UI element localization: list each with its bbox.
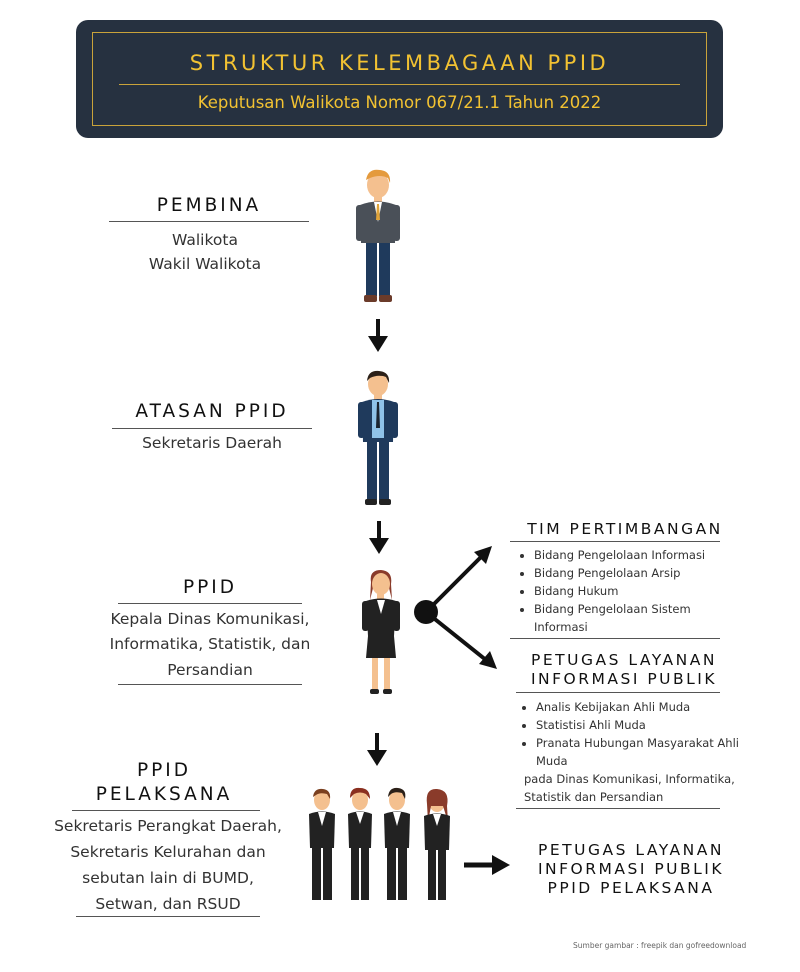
banner-frame: STRUKTUR KELEMBAGAAN PPID Keputusan Wali… [92,32,707,126]
petugas-pelaksana-heading-3: PPID PELAKSANA [547,879,715,897]
businesswoman-icon [362,570,400,694]
tim-bottom-divider [510,638,720,639]
pelaksana-divider [72,810,260,811]
petugas-pelaksana-heading-1: PETUGAS LAYANAN [538,841,724,859]
ppid-heading: PPID [182,577,237,598]
branch-node-icon [414,546,497,669]
petugas-pelaksana-heading-2: INFORMASI PUBLIK [537,860,725,878]
pelaksana-bottom-divider [76,916,260,917]
petugas-divider [516,692,720,693]
arrow-down-icon [369,521,389,554]
pelaksana-line-2: Sekretaris Kelurahan dan [70,843,266,861]
pelaksana-line-4: Setwan, dan RSUD [95,895,241,913]
header-banner: STRUKTUR KELEMBAGAAN PPID Keputusan Wali… [76,20,723,138]
petugas-heading-2: INFORMASI PUBLIK [530,670,718,688]
petugas-item: Statistisi Ahli Muda [536,716,746,734]
atasan-heading: ATASAN PPID [135,401,289,422]
pelaksana-line-1: Sekretaris Perangkat Daerah, [54,817,282,835]
petugas-item: Pranata Hubungan Masyarakat Ahli Muda [536,734,746,770]
ppid-bottom-divider [118,684,302,685]
ppid-line-2: Informatika, Statistik, dan [109,635,311,653]
petugas-bottom-divider [516,808,720,809]
arrow-down-icon [367,733,387,766]
man-in-suit-icon [356,169,400,302]
petugas-heading-1: PETUGAS LAYANAN [531,651,717,669]
pelaksana-heading-2: PELAKSANA [95,784,233,805]
source-credit: Sumber gambar : freepik dan gofreedownlo… [573,941,747,950]
businessman-blue-icon [358,370,398,505]
pembina-line-2: Wakil Walikota [148,255,262,273]
ppid-line-1: Kepala Dinas Komunikasi, [110,610,310,628]
arrow-down-icon [368,319,388,352]
arrow-right-icon [464,855,510,875]
pelaksana-heading-1: PPID [136,760,191,781]
ppid-divider [118,603,302,604]
tim-item: Bidang Pengelolaan Sistem Informasi [534,600,726,636]
tim-item: Bidang Pengelolaan Informasi [534,546,726,564]
pembina-heading: PEMBINA [156,195,262,216]
page-title: STRUKTUR KELEMBAGAAN PPID [189,51,610,75]
petugas-list: Analis Kebijakan Ahli Muda Statistisi Ah… [518,698,746,770]
tim-list: Bidang Pengelolaan Informasi Bidang Peng… [516,546,726,636]
atasan-divider [112,428,312,429]
petugas-item: Analis Kebijakan Ahli Muda [536,698,746,716]
pembina-divider [109,221,309,222]
team-of-four-icon [309,787,450,900]
banner-divider [119,84,680,85]
page-subtitle: Keputusan Walikota Nomor 067/21.1 Tahun … [197,93,602,112]
atasan-line-1: Sekretaris Daerah [142,434,282,452]
tim-item: Bidang Pengelolaan Arsip [534,564,726,582]
petugas-note: pada Dinas Komunikasi, Informatika, Stat… [524,772,735,804]
ppid-line-3: Persandian [167,661,253,679]
tim-divider [510,541,720,542]
tim-heading: TIM PERTIMBANGAN [527,520,723,538]
pelaksana-line-3: sebutan lain di BUMD, [82,869,254,887]
pembina-line-1: Walikota [172,231,238,249]
tim-item: Bidang Hukum [534,582,726,600]
